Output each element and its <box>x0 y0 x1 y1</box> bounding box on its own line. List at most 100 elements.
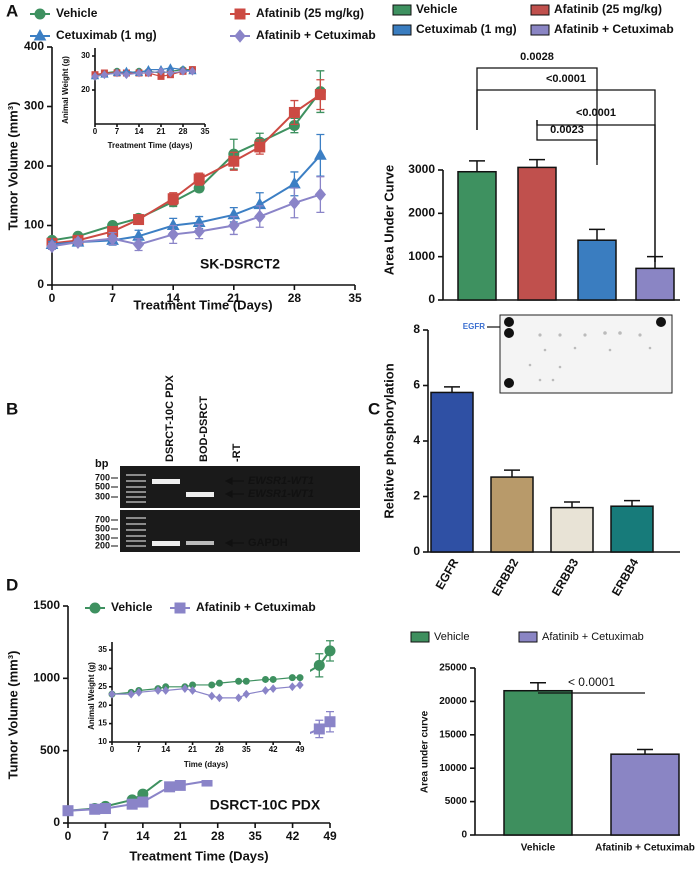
data-point <box>132 237 145 252</box>
error-bar <box>530 681 546 691</box>
error-bar <box>529 158 545 168</box>
bar <box>503 689 573 836</box>
data-point <box>135 68 143 78</box>
y-tick-label: 30 <box>98 664 107 673</box>
y-tick-label: 0 <box>53 815 60 829</box>
y-tick-label: 1500 <box>33 598 60 612</box>
bar <box>457 170 497 301</box>
x-tick-label: ERBB4 <box>609 556 642 599</box>
data-point <box>188 66 197 76</box>
ladder-bands <box>126 474 146 547</box>
data-point <box>261 686 270 695</box>
data-point <box>296 674 304 682</box>
data-point <box>288 196 301 210</box>
x-tick-label: EGFR <box>433 556 462 592</box>
data-point <box>254 209 266 224</box>
y-tick-label: 15000 <box>439 729 467 740</box>
y-tick-label: 2 <box>413 489 420 503</box>
y-tick-label: 25 <box>98 682 107 691</box>
data-point <box>314 148 327 160</box>
legend-marker <box>234 29 246 43</box>
legend-label: Afatinib + Cetuximab <box>554 22 674 36</box>
y-tick-label: 0 <box>428 292 435 306</box>
bar <box>610 753 680 836</box>
p-value: <0.0001 <box>546 73 586 85</box>
data-point <box>181 684 189 694</box>
legend-marker <box>234 8 246 20</box>
panel-label: C <box>368 399 380 418</box>
data-point <box>162 686 170 695</box>
data-point <box>296 680 304 690</box>
band-label: EWSR1-WT1 <box>248 475 314 487</box>
data-point <box>269 684 277 694</box>
bar <box>517 166 557 301</box>
x-tick-label: 7 <box>109 291 116 305</box>
data-point <box>46 239 58 254</box>
x-tick-label: 21 <box>174 829 188 843</box>
data-point <box>228 155 240 167</box>
data-point <box>235 677 243 685</box>
ladder-label: 200 <box>95 540 110 550</box>
data-point <box>91 72 99 81</box>
chart-annotation: DSRCT-10C PDX <box>210 797 321 813</box>
p-value: < 0.0001 <box>568 675 615 689</box>
ladder-label: 300 <box>95 491 110 501</box>
legend-label: Vehicle <box>434 631 469 643</box>
legend-swatch <box>392 4 412 16</box>
legend-label: Cetuximab (1 mg) <box>416 22 517 36</box>
data-point <box>174 779 186 791</box>
y-axis-label: Animal Weight (g) <box>61 56 70 124</box>
data-point <box>100 70 109 80</box>
bar <box>430 391 474 553</box>
legend-swatch <box>392 24 412 36</box>
data-point <box>288 106 300 118</box>
data-point <box>144 68 153 78</box>
legend-label: Afatinib + Cetuximab <box>542 631 644 643</box>
x-axis-label: Treatment Time (days) <box>108 141 193 150</box>
x-tick-label: 0 <box>93 127 98 136</box>
legend-label: Vehicle <box>111 600 153 614</box>
y-axis-label: Relative phosphorylation <box>381 363 396 518</box>
chart-annotation: SK-DSRCT2 <box>200 256 280 272</box>
x-tick-label: 21 <box>188 745 197 754</box>
legend-label: Afatinib + Cetuximab <box>196 600 316 614</box>
array-image <box>499 314 673 394</box>
y-tick-label: 1000 <box>408 249 435 263</box>
y-tick-label: 3000 <box>408 162 435 176</box>
data-point <box>89 803 101 815</box>
x-tick-label: 14 <box>161 745 170 754</box>
inset-background <box>65 44 215 162</box>
y-tick-label: 20000 <box>439 696 467 707</box>
x-tick-label: 49 <box>323 829 337 843</box>
data-point <box>324 645 336 657</box>
error-bar <box>624 499 640 507</box>
series-line <box>94 70 193 77</box>
x-tick-label: 42 <box>269 745 278 754</box>
error-bar <box>564 501 580 508</box>
x-tick-label: Vehicle <box>521 843 556 854</box>
data-point <box>127 689 135 699</box>
y-tick-label: 5000 <box>445 796 468 807</box>
x-tick-label: 28 <box>179 127 188 136</box>
significance-bracket <box>476 89 656 262</box>
x-tick-label: 14 <box>135 127 144 136</box>
ladder-label: 700 <box>95 472 110 482</box>
data-point <box>167 193 179 205</box>
x-tick-label: 35 <box>242 745 251 754</box>
data-point <box>157 66 165 76</box>
x-tick-label: 0 <box>49 291 56 305</box>
x-tick-label: 0 <box>110 745 115 754</box>
x-tick-label: 35 <box>201 127 210 136</box>
bar <box>550 506 594 553</box>
p-value: <0.0001 <box>576 107 616 119</box>
x-tick-label: 7 <box>137 745 142 754</box>
x-tick-label: Afatinib + Cetuximab <box>595 843 695 854</box>
band <box>152 479 180 484</box>
data-point <box>254 141 266 153</box>
y-axis-label: Tumor Volume (mm³) <box>5 102 20 231</box>
legend-marker <box>174 602 186 614</box>
data-point <box>208 691 216 701</box>
data-point <box>288 674 296 682</box>
data-point <box>126 798 138 810</box>
